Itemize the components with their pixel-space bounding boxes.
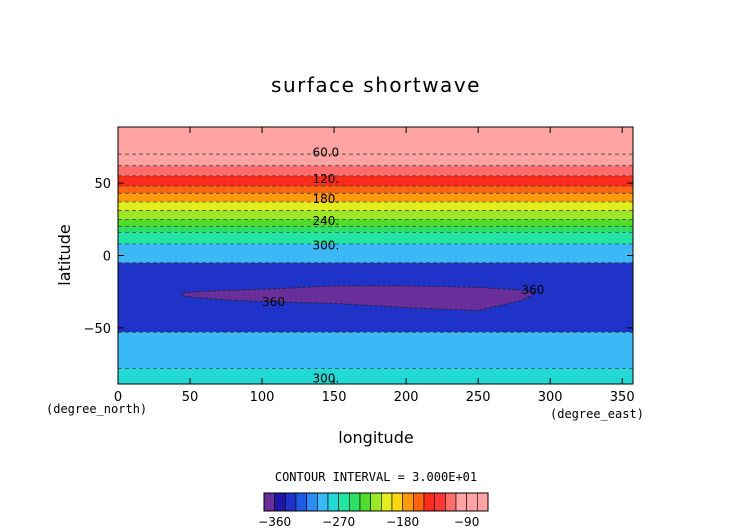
plot-area: 60.0 120. 180. 240. 300. 360 360 300.	[117, 126, 634, 386]
contour-band	[118, 193, 633, 202]
minimum-region	[182, 285, 538, 311]
contour-label: 300.	[312, 238, 339, 252]
contour-label: 180.	[312, 192, 339, 206]
contour-band	[118, 243, 633, 263]
x-tick-label: 200	[394, 390, 419, 405]
x-axis-units: (degree_east)	[550, 407, 644, 421]
contour-band	[118, 127, 633, 155]
colorbar-swatch	[327, 492, 339, 512]
contour-fill	[118, 127, 633, 384]
contour-band	[118, 186, 633, 194]
x-axis: 0 50 100 150 200 250 300 350	[114, 127, 635, 405]
contour-band	[118, 332, 633, 369]
colorbar-swatch	[285, 492, 297, 512]
colorbar-swatch	[306, 492, 318, 512]
colorbar-swatch	[423, 492, 435, 512]
contour-band	[118, 201, 633, 211]
contour-band	[118, 210, 633, 220]
x-tick-label: 50	[182, 390, 199, 405]
x-tick-label: 100	[250, 390, 275, 405]
contour-label: 360	[262, 295, 285, 309]
colorbar-swatch	[466, 492, 478, 512]
contour-interval-note: CONTOUR INTERVAL = 3.000E+01	[275, 470, 477, 484]
x-tick-label: 150	[322, 390, 347, 405]
y-tick-label: −50	[84, 322, 111, 337]
contour-band	[118, 219, 633, 227]
chart-title: surface shortwave	[271, 73, 481, 97]
contour-labels: 60.0 120. 180. 240. 300. 360 360 300.	[262, 146, 544, 386]
colorbar-swatch	[274, 492, 286, 512]
colorbar-tick-label: −270	[322, 515, 355, 529]
x-tick-label: 350	[610, 390, 635, 405]
x-tick-label: 0	[114, 390, 122, 405]
colorbar-swatch	[359, 492, 371, 512]
colorbar-frame	[263, 492, 489, 512]
y-axis: 50 0 −50	[84, 177, 633, 337]
colorbar-swatch	[338, 492, 350, 512]
contour-label: 360	[521, 283, 544, 297]
contour-band	[118, 154, 633, 166]
contour-label: 120.	[312, 172, 339, 186]
contour-label: 60.0	[312, 146, 339, 160]
y-tick-label: 50	[94, 177, 111, 192]
colorbar-swatch	[455, 492, 467, 512]
colorbar-swatch	[349, 492, 361, 512]
contour-band	[118, 368, 633, 384]
colorbar-tick-label: −360	[258, 515, 291, 529]
colorbar: −360 −270 −180 −90	[258, 492, 489, 529]
contour-band	[118, 175, 633, 187]
x-tick-label: 300	[538, 390, 563, 405]
contour-label: 300.	[312, 372, 339, 386]
colorbar-swatch	[391, 492, 403, 512]
contour-band	[118, 232, 633, 244]
colorbar-swatch	[477, 492, 489, 512]
colorbar-swatch	[381, 492, 393, 512]
colorbar-swatch	[434, 492, 446, 512]
contour-label: 240.	[312, 214, 339, 228]
colorbar-swatch	[263, 492, 275, 512]
colorbar-swatch	[317, 492, 329, 512]
x-axis-label: longitude	[338, 428, 413, 447]
colorbar-swatch	[413, 492, 425, 512]
x-tick-label: 250	[466, 390, 491, 405]
colorbar-tick-label: −90	[454, 515, 479, 529]
colorbar-swatch	[295, 492, 307, 512]
colorbar-swatch	[370, 492, 382, 512]
contour-lines	[118, 153, 633, 369]
contour-band	[118, 226, 633, 233]
y-axis-units: (degree_north)	[46, 402, 147, 416]
contour-band	[118, 165, 633, 176]
colorbar-swatch	[402, 492, 414, 512]
colorbar-tick-label: −180	[386, 515, 419, 529]
colorbar-swatch	[445, 492, 457, 512]
y-axis-label: latitude	[55, 224, 74, 285]
y-tick-label: 0	[103, 250, 111, 265]
